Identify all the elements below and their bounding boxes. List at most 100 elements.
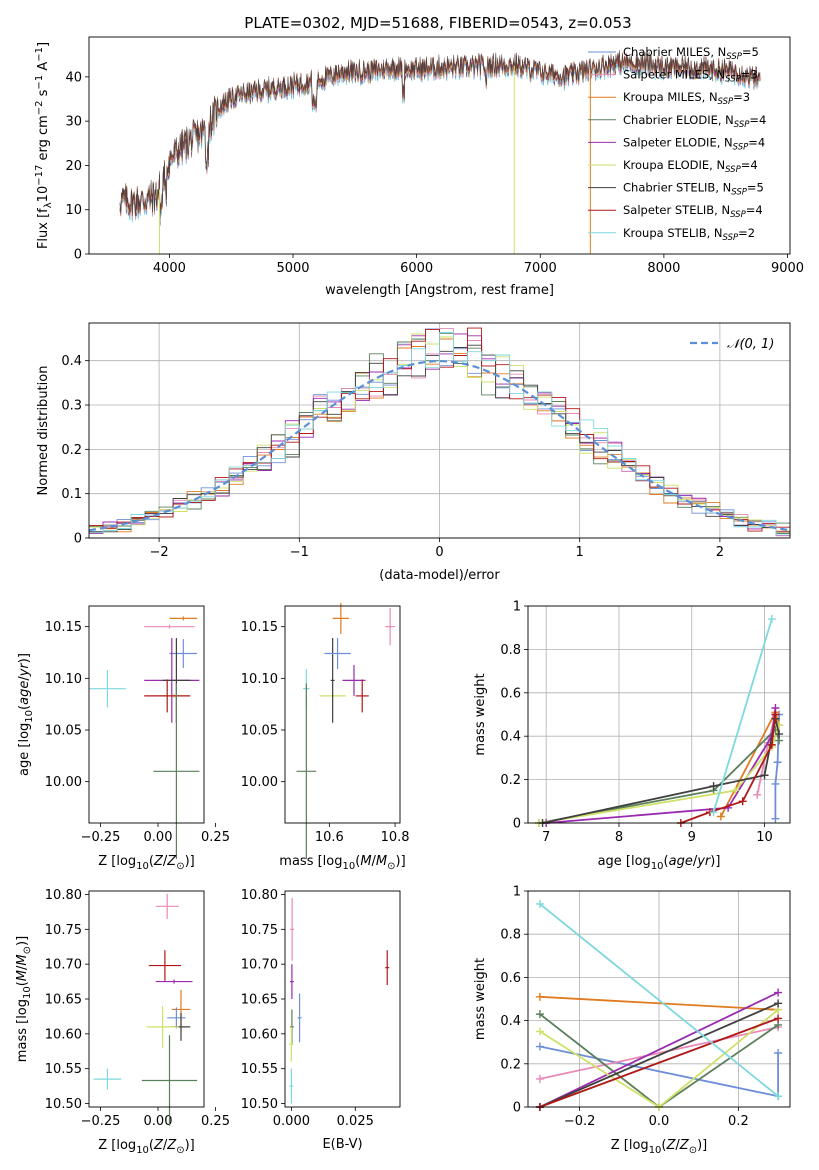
y-tick-label: 10.05: [45, 724, 82, 739]
series-marker: [774, 1014, 783, 1023]
x-tick-label: 9000: [771, 261, 804, 276]
axes-frame: [284, 605, 401, 824]
x-tick-label: 0.025: [337, 1114, 374, 1129]
series-marker: [535, 992, 544, 1001]
series-chabrier-elodie: [534, 725, 784, 827]
legend-label: Kroupa STELIB, NSSP=2: [623, 226, 755, 243]
point-salpeter-elodie: [155, 979, 193, 984]
series-line: [539, 995, 779, 1011]
point-salpeter-miles: [290, 897, 295, 961]
x-axis-label: Z [log10(Z/Z⊙)]: [611, 1138, 708, 1156]
series-salpeter-elodie: [542, 703, 780, 827]
series-marker: [774, 988, 783, 997]
point-kroupa-stelib: [89, 670, 126, 708]
y-tick-label: 10.55: [241, 1062, 278, 1077]
y-tick-label: 0: [513, 1101, 521, 1116]
y-tick-label: 10.50: [241, 1097, 278, 1112]
y-tick-label: 10.60: [241, 1027, 278, 1042]
y-tick-label: 0.8: [500, 928, 521, 943]
axes-frame: [88, 322, 791, 539]
x-axis-label: wavelength [Angstrom, rest frame]: [325, 283, 554, 298]
point-salpeter-stelib: [144, 679, 191, 713]
legend-label: Chabrier STELIB, NSSP=5: [623, 181, 764, 198]
point-salpeter-stelib: [148, 950, 181, 981]
series-marker: [535, 1010, 544, 1019]
y-axis-label: mass [log10(M/M⊙)]: [15, 936, 33, 1062]
series-marker: [771, 710, 780, 719]
y-tick-label: 0.8: [500, 643, 521, 658]
histogram-kroupa-stelib: [89, 332, 790, 535]
point-chabrier-miles: [169, 639, 198, 668]
y-tick-label: 0.3: [61, 399, 82, 414]
panel-mass-vs-EBV: 0.000 0.025 10.50 10.55 10.60 10.65 10.70 10.75…: [241, 888, 401, 1152]
y-axis-label: Flux [fλ10−17 erg cm−2 s−1 A−1]: [34, 42, 54, 249]
y-tick-label: 20: [65, 159, 82, 174]
x-tick-label: 4000: [153, 261, 186, 276]
x-tick-label: 5000: [276, 261, 309, 276]
series-marker: [771, 814, 780, 823]
x-axis-label: Z [log10(Z/Z⊙)]: [98, 854, 195, 872]
y-tick-label: 0.4: [500, 1014, 521, 1029]
x-tick-label: −1: [290, 545, 309, 560]
y-tick-label: 10.15: [241, 620, 278, 635]
y-tick-label: 30: [65, 115, 82, 130]
y-tick-label: 0: [74, 248, 82, 263]
x-tick-label: 0.2: [728, 1114, 749, 1129]
y-tick-label: 0.4: [500, 730, 521, 745]
x-axis-label: Z [log10(Z/Z⊙)]: [98, 1138, 195, 1156]
panel-age-vs-mass: 10.6 10.8 10.00 10.05 10.10 10.15 mass [log10(…: [241, 602, 410, 872]
y-tick-label: 0.6: [500, 971, 521, 986]
series-kroupa-stelib: [709, 615, 776, 817]
series-marker: [767, 615, 776, 624]
y-tick-label: 10.65: [241, 993, 278, 1008]
series-marker: [760, 771, 769, 780]
point-chabrier-miles: [167, 1007, 186, 1029]
legend-label: Kroupa ELODIE, NSSP=4: [623, 158, 758, 175]
x-tick-label: 0.25: [201, 1114, 230, 1129]
y-tick-label: 40: [65, 70, 82, 85]
panel-residuals: −2 −1 0 1 2 0 0.1 0.2 0.3 0.4 𝒩(0, 1) (data-model)/…: [36, 322, 791, 583]
normal-curve: [88, 359, 791, 532]
panel-mass-vs-Z: −0.25 0.00 0.25 10.50 10.55 10.60 10.65 10.70 10…: [15, 888, 230, 1156]
x-tick-label: 0.0: [649, 1114, 670, 1129]
x-tick-label: 0.00: [144, 1114, 173, 1129]
panel-mass-weight-vs-age: 7 8 9 10 0 0.2 0.4 0.6 0.8 1 mass weight age [log10…: [473, 600, 791, 872]
y-tick-label: 10.00: [241, 775, 278, 790]
point-kroupa-miles: [332, 602, 350, 634]
series-line: [546, 707, 777, 824]
y-tick-label: 0.1: [61, 487, 82, 502]
x-tick-label: 1: [576, 545, 584, 560]
axes-frame: [88, 890, 205, 1108]
x-tick-label: 10.8: [381, 830, 410, 845]
series-marker: [731, 786, 740, 795]
spectrum-line-chabrier-stelib: [119, 50, 761, 219]
x-axis-label: E(B-V): [322, 1137, 362, 1152]
axes-frame: [284, 890, 401, 1108]
series-marker: [771, 779, 780, 788]
series-line: [539, 1002, 779, 1108]
x-tick-label: 8: [615, 830, 623, 845]
x-tick-label: 6000: [400, 261, 433, 276]
panel-mass-weight-vs-Z: −0.2 0.0 0.2 0 0.2 0.4 0.6 0.8 1 mass weight Z [lo…: [473, 885, 791, 1156]
series-line: [539, 991, 779, 1108]
y-tick-label: 0: [513, 817, 521, 832]
y-tick-label: 10.15: [45, 620, 82, 635]
point-kroupa-stelib: [289, 1068, 294, 1104]
point-chabrier-stelib: [330, 638, 335, 723]
y-tick-label: 10.70: [45, 958, 82, 973]
x-tick-label: 0.25: [201, 830, 230, 845]
series-line: [539, 903, 779, 1097]
x-axis-label: mass [log10(M/M⊙)]: [279, 854, 405, 872]
x-tick-label: 0.00: [144, 830, 173, 845]
legend-label: Salpeter ELODIE, NSSP=4: [623, 135, 765, 152]
y-tick-label: 10.60: [45, 1027, 82, 1042]
y-tick-label: 10.75: [241, 923, 278, 938]
series-marker: [535, 1074, 544, 1083]
point-salpeter-stelib: [355, 679, 369, 713]
series-marker: [738, 797, 747, 806]
y-axis-label: age [log10(age/yr)]: [17, 653, 35, 776]
point-chabrier-miles: [297, 993, 302, 1043]
axes-frame: [88, 36, 791, 255]
y-tick-label: 0.2: [500, 1057, 521, 1072]
